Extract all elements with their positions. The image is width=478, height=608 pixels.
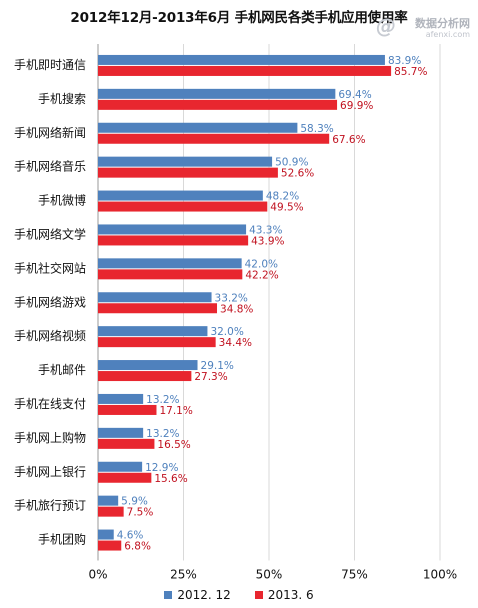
bar-2013 (98, 65, 392, 76)
category-label: 手机网络视频 (14, 328, 86, 343)
value-label-2012: 13.2% (146, 428, 179, 440)
value-label-2013: 49.5% (270, 202, 303, 214)
category-label: 手机网络音乐 (14, 159, 86, 174)
x-tick-label: 50% (256, 568, 283, 582)
x-tick-label: 25% (170, 568, 197, 582)
bar-2013 (98, 303, 218, 314)
legend-item-2013: 2013. 6 (254, 588, 314, 602)
bar-2013 (98, 167, 278, 178)
value-label-2013: 17.1% (159, 405, 192, 417)
value-label-2012: 48.2% (266, 191, 299, 203)
value-label-2013: 15.6% (154, 473, 187, 485)
bar-2012 (98, 292, 212, 303)
bar-2013 (98, 506, 124, 517)
bar-2012 (98, 190, 263, 201)
bar-2012 (98, 258, 242, 269)
category-label: 手机网络游戏 (14, 294, 86, 309)
value-label-2013: 6.8% (124, 541, 151, 553)
category-label: 手机微博 (38, 193, 86, 208)
value-label-2013: 7.5% (127, 507, 154, 519)
bar-2013 (98, 438, 155, 449)
watermark-sub-text: afenxi.com (425, 30, 470, 39)
category-label: 手机网上银行 (14, 465, 86, 479)
category-label: 手机网上购物 (14, 430, 86, 445)
bar-2012 (98, 495, 119, 506)
value-label-2012: 33.2% (215, 292, 248, 304)
value-label-2012: 13.2% (146, 394, 179, 406)
bar-2012 (98, 529, 114, 540)
legend-item-2012: 2012. 12 (164, 588, 231, 602)
category-label: 手机搜索 (38, 91, 86, 106)
bars (98, 54, 392, 551)
value-label-2013: 85.7% (394, 66, 427, 78)
category-label: 手机即时通信 (14, 58, 86, 72)
bar-2012 (98, 393, 144, 404)
watermark-logo-icon: @ (376, 14, 396, 38)
bar-2012 (98, 427, 144, 438)
value-label-2013: 16.5% (157, 439, 190, 451)
legend-label-2012: 2012. 12 (177, 588, 231, 602)
x-tick-label: 100% (423, 568, 457, 582)
category-label: 手机社交网站 (14, 260, 86, 275)
category-label: 手机网络文学 (14, 226, 86, 241)
value-label-2013: 34.8% (220, 303, 253, 315)
legend: 2012. 12 2013. 6 (0, 588, 478, 602)
labels: 0% 25% 50% 75% 100% 手机即时通信 83.9%85.7% 手机搜索 69.4%… (14, 55, 457, 582)
value-label-2012: 29.1% (201, 360, 234, 372)
bar-2012 (98, 360, 198, 371)
chart-title: 2012年12月-2013年6月 手机网民各类手机应用使用率 (70, 10, 408, 26)
category-label: 手机团购 (38, 532, 86, 547)
value-label-2012: 83.9% (388, 55, 421, 67)
watermark-main-text: 数据分析网 (415, 17, 470, 30)
value-label-2012: 69.4% (338, 89, 371, 101)
bar-2013 (98, 133, 330, 144)
value-label-2012: 50.9% (275, 157, 308, 169)
value-label-2012: 32.0% (210, 326, 243, 338)
value-label-2012: 42.0% (245, 258, 278, 270)
value-label-2013: 27.3% (194, 371, 227, 383)
x-tick-label: 0% (88, 568, 107, 582)
value-label-2013: 42.2% (245, 269, 278, 281)
bar-2012 (98, 54, 385, 65)
bar-2013 (98, 371, 192, 382)
bar-2013 (98, 99, 338, 110)
bar-2013 (98, 235, 249, 246)
bar-2012 (98, 326, 208, 337)
value-label-2012: 58.3% (300, 123, 333, 135)
category-label: 手机在线支付 (14, 397, 86, 411)
value-label-2012: 43.3% (249, 224, 282, 236)
legend-label-2013: 2013. 6 (267, 588, 314, 602)
value-label-2013: 52.6% (281, 168, 314, 180)
value-label-2013: 43.9% (251, 235, 284, 247)
value-label-2012: 4.6% (117, 530, 144, 542)
bar-2013 (98, 337, 216, 348)
bar-2013 (98, 472, 152, 483)
value-label-2013: 34.4% (219, 337, 252, 349)
bar-2012 (98, 88, 336, 99)
bar-2012 (98, 156, 273, 167)
bar-2013 (98, 540, 122, 551)
value-label-2012: 12.9% (145, 462, 178, 474)
value-label-2012: 5.9% (121, 496, 148, 508)
bar-2012 (98, 224, 247, 235)
legend-swatch-2013 (254, 591, 263, 599)
bar-2012 (98, 461, 143, 472)
bar-2013 (98, 404, 157, 415)
category-label: 手机旅行预订 (14, 499, 86, 513)
value-label-2013: 69.9% (340, 100, 373, 112)
x-tick-label: 75% (341, 568, 368, 582)
bar-2012 (98, 122, 298, 133)
category-label: 手机邮件 (38, 363, 86, 377)
bar-2013 (98, 201, 268, 212)
bar-2013 (98, 269, 243, 280)
legend-swatch-2012 (164, 591, 173, 599)
watermark: 数据分析网 afenxi.com (415, 18, 470, 39)
value-label-2013: 67.6% (332, 134, 365, 146)
category-label: 手机网络新闻 (14, 125, 86, 140)
